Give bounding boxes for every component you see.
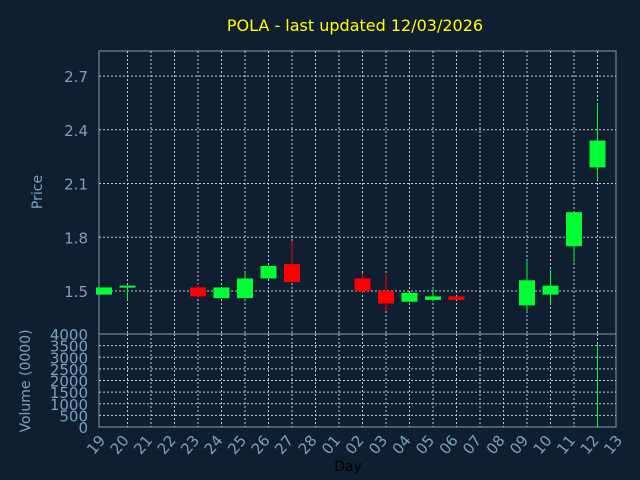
x-axis-label: Day [334, 459, 362, 475]
candle-body [448, 296, 465, 300]
volume-tick-label: 4000 [50, 326, 88, 344]
candle-body [378, 291, 394, 304]
volume-tick-label: 2000 [50, 373, 88, 391]
candle [378, 274, 394, 311]
candle [354, 273, 371, 293]
candle-body [354, 278, 371, 292]
candle-body [96, 287, 112, 295]
price-tick-label: 2.7 [64, 68, 88, 86]
chart-title: POLA - last updated 12/03/2026 [227, 16, 483, 35]
candle-body [542, 285, 559, 295]
candle-body [519, 280, 535, 306]
candle-body [566, 212, 582, 247]
volume-tick-label: 3500 [50, 338, 88, 356]
volume-tick-label: 1000 [50, 396, 88, 414]
price-tick-label: 1.5 [64, 283, 88, 301]
candle-body [213, 287, 230, 299]
candle [566, 212, 582, 263]
price-ticks: 1.5 1.8 2.1 2.4 2.7 [64, 68, 88, 301]
candle-body [119, 285, 136, 288]
candle [589, 102, 606, 180]
candle [519, 260, 535, 313]
volume-tick-label: 2500 [50, 361, 88, 379]
candle-body [284, 264, 300, 283]
volume-tick-label: 500 [59, 407, 88, 425]
candle [119, 285, 136, 300]
price-grid [99, 51, 616, 334]
candle [425, 287, 441, 302]
candle-body [260, 265, 277, 279]
candle [237, 271, 253, 299]
candle [213, 287, 230, 299]
price-axis-label: Price [30, 175, 46, 209]
candle [448, 296, 465, 300]
candle [401, 292, 418, 302]
candle-body [589, 140, 606, 168]
price-tick-label: 1.8 [64, 229, 88, 247]
candle-body [190, 287, 206, 297]
volume-tick-label: 0 [78, 419, 88, 437]
candle [96, 287, 112, 295]
candle-body [425, 296, 441, 300]
price-tick-label: 2.4 [64, 122, 88, 140]
volume-bars [526, 343, 598, 427]
candle [260, 265, 277, 279]
candle-body [237, 278, 253, 299]
volume-tick-label: 1500 [50, 384, 88, 402]
candle-body [401, 292, 418, 302]
price-panel: 1.5 1.8 2.1 2.4 2.7 [64, 50, 617, 335]
price-candles [96, 102, 606, 313]
candle [284, 240, 300, 283]
candle [542, 269, 559, 306]
candle [190, 283, 206, 299]
volume-axis-label: Volume (0000) [18, 329, 34, 432]
x-axis-ticks: 1920212223242526272801020304050607080910… [83, 432, 626, 458]
volume-tick-label: 3000 [50, 349, 88, 367]
price-tick-label: 2.1 [64, 176, 88, 194]
